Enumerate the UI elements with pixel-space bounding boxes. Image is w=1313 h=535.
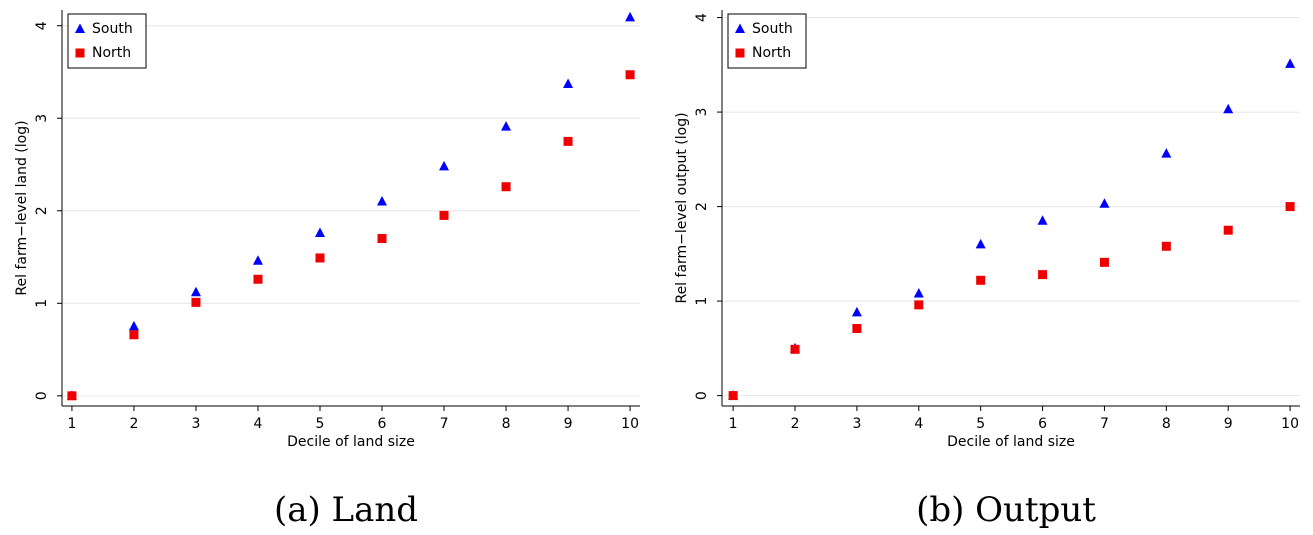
point — [728, 391, 738, 401]
point — [253, 274, 263, 284]
y-tick-label: 0 — [694, 391, 710, 400]
point — [1223, 103, 1234, 114]
legend-label: South — [752, 21, 793, 37]
point — [1161, 241, 1171, 251]
x-tick-label: 5 — [316, 416, 325, 432]
x-tick-label: 8 — [1162, 416, 1171, 432]
x-tick-label: 2 — [791, 416, 800, 432]
x-tick-label: 6 — [378, 416, 387, 432]
y-tick-label: 3 — [34, 114, 50, 123]
legend-marker — [75, 23, 85, 33]
y-tick-label: 2 — [694, 202, 710, 211]
y-tick-label: 4 — [694, 13, 710, 22]
point — [976, 275, 986, 285]
point — [67, 391, 77, 401]
point — [377, 234, 387, 244]
x-tick-label: 4 — [914, 416, 923, 432]
point — [625, 70, 635, 80]
point — [439, 210, 449, 220]
point — [1099, 198, 1110, 208]
legend-marker — [75, 48, 85, 58]
point — [252, 255, 263, 265]
x-tick-label: 2 — [129, 416, 138, 432]
point — [790, 344, 800, 354]
point — [851, 306, 862, 317]
chart: 0 1 2 3 4 1 2 3 4 5 6 7 8 9 10 Decile of land size Rel f… — [14, 10, 640, 530]
legend-label: North — [92, 45, 131, 61]
legend-label: South — [92, 21, 133, 37]
x-tick-label: 6 — [1038, 416, 1047, 432]
point — [501, 182, 511, 192]
x-tick-label: 10 — [621, 416, 639, 432]
legend-box — [67, 13, 147, 69]
point — [625, 11, 636, 22]
x-tick-label: 10 — [1281, 416, 1299, 432]
x-axis-label: Decile of land size — [287, 434, 415, 450]
point — [191, 297, 201, 307]
x-tick-label: 1 — [67, 416, 76, 432]
legend-label: North — [752, 45, 791, 61]
point — [314, 227, 325, 237]
x-axis-label: Decile of land size — [947, 434, 1075, 450]
y-axis-label: Rel farm−level land (log) — [14, 120, 30, 295]
point — [563, 136, 573, 146]
legend-box — [727, 13, 807, 69]
x-tick-label: 9 — [1224, 416, 1233, 432]
point — [852, 324, 862, 334]
caption: (b) Output — [916, 490, 1096, 530]
point — [1161, 148, 1172, 158]
point — [975, 238, 986, 249]
y-tick-label: 0 — [34, 391, 50, 400]
point — [1223, 225, 1233, 235]
point — [377, 196, 388, 206]
x-tick-label: 3 — [852, 416, 861, 432]
y-tick-label: 1 — [694, 297, 710, 306]
x-tick-label: 7 — [1100, 416, 1109, 432]
y-tick-label: 2 — [34, 206, 50, 215]
y-tick-label: 1 — [34, 299, 50, 308]
x-tick-label: 5 — [976, 416, 985, 432]
point — [128, 320, 139, 331]
x-tick-label: 4 — [254, 416, 263, 432]
caption: (a) Land — [274, 490, 418, 530]
point — [1285, 202, 1295, 212]
y-tick-label: 3 — [694, 108, 710, 117]
point — [190, 286, 201, 297]
x-tick-label: 1 — [729, 416, 738, 432]
x-tick-label: 7 — [440, 416, 449, 432]
point — [129, 330, 139, 340]
point — [1037, 215, 1048, 225]
point — [315, 253, 325, 263]
point — [914, 300, 924, 310]
point — [913, 288, 924, 298]
point — [501, 121, 512, 131]
x-tick-label: 8 — [502, 416, 511, 432]
chart: 0 1 2 3 4 1 2 3 4 5 6 7 8 9 10 Decile of land size Rel f… — [674, 10, 1300, 530]
y-tick-label: 4 — [34, 21, 50, 30]
legend-marker — [735, 23, 745, 33]
point — [1285, 58, 1296, 68]
point — [439, 160, 450, 171]
point — [1038, 270, 1048, 280]
y-axis-label: Rel farm−level output (log) — [674, 112, 690, 303]
point — [563, 78, 574, 89]
x-tick-label: 9 — [564, 416, 573, 432]
legend-marker — [735, 48, 745, 58]
point — [1099, 257, 1109, 267]
x-tick-label: 3 — [191, 416, 200, 432]
